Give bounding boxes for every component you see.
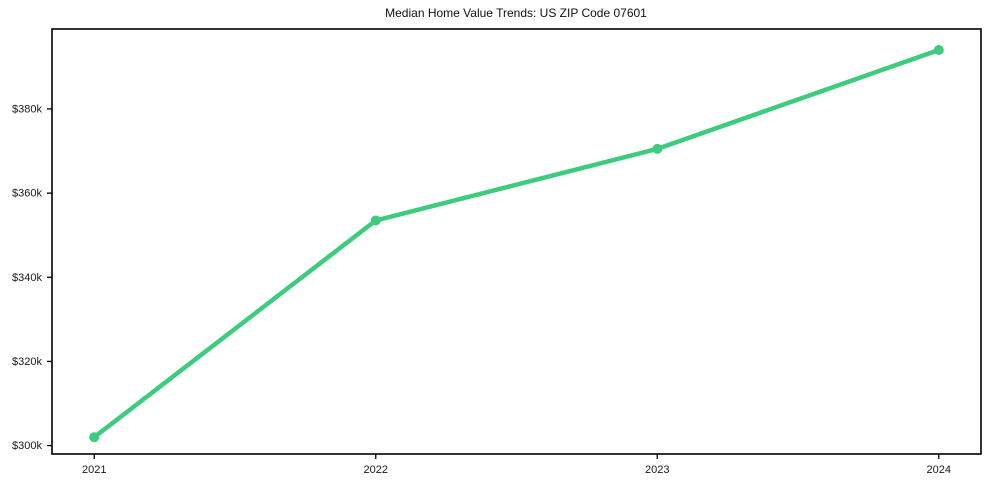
y-tick-label: $340k	[12, 272, 42, 284]
y-tick-label: $380k	[12, 103, 42, 115]
data-series	[89, 45, 944, 443]
data-point-marker	[652, 143, 663, 154]
data-point-marker	[933, 45, 944, 55]
x-tick-label: 2022	[364, 464, 388, 476]
x-tick-label: 2023	[645, 464, 669, 476]
plot-area-border	[51, 28, 982, 455]
data-point-marker	[370, 215, 381, 226]
y-tick-label: $300k	[12, 440, 42, 452]
x-axis: 2021 2022 2023 2024	[82, 454, 951, 476]
chart-title: Median Home Value Trends: US ZIP Code 07…	[385, 6, 647, 20]
x-tick-label: 2021	[82, 464, 106, 476]
y-tick-label: $360k	[12, 188, 42, 200]
y-axis: $300k $320k $340k $360k $380k	[12, 103, 52, 452]
data-point-marker	[89, 432, 100, 443]
trend-line	[91, 47, 942, 440]
x-tick-label: 2024	[927, 464, 951, 476]
y-tick-label: $320k	[12, 356, 42, 368]
